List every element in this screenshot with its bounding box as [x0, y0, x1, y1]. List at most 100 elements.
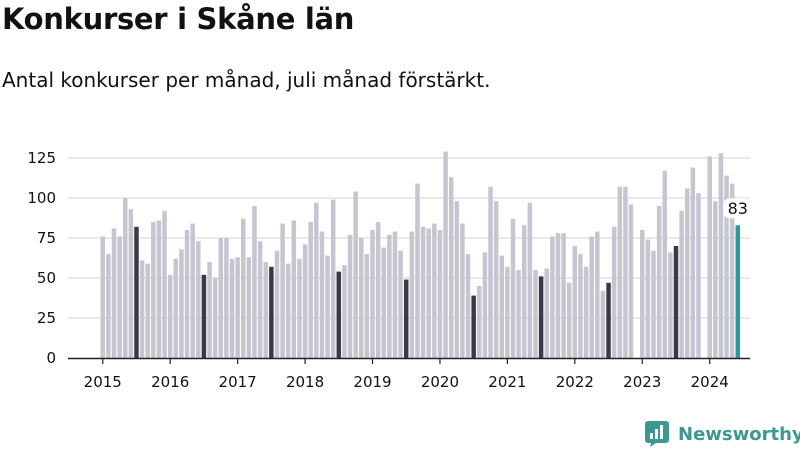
chart-title: Konkurser i Skåne län	[2, 2, 355, 36]
bar	[308, 222, 313, 358]
bar	[269, 266, 274, 358]
bar	[578, 254, 583, 358]
x-tick-label: 2016	[151, 373, 189, 391]
bar	[224, 238, 229, 358]
bar	[235, 257, 240, 358]
bar	[212, 278, 218, 358]
bar	[162, 210, 167, 358]
bar	[443, 151, 448, 358]
bar	[179, 249, 184, 358]
bar	[510, 218, 516, 358]
bar	[595, 231, 600, 358]
bar	[184, 230, 190, 358]
bar	[684, 188, 690, 358]
y-tick-label: 75	[37, 229, 56, 247]
bar	[437, 230, 443, 358]
bar	[561, 233, 566, 358]
bar	[550, 236, 555, 358]
bar	[100, 236, 105, 358]
bar	[330, 199, 336, 358]
y-tick-label: 100	[27, 189, 56, 207]
bars	[100, 151, 741, 358]
bar	[190, 223, 195, 358]
bar	[167, 274, 173, 358]
bar	[718, 153, 724, 358]
bar	[246, 257, 252, 358]
bar	[538, 276, 544, 358]
bar	[415, 183, 420, 358]
bar	[426, 228, 431, 358]
bar	[679, 210, 684, 358]
bar	[448, 177, 454, 358]
bar	[505, 266, 510, 358]
bar	[606, 282, 611, 358]
bar	[117, 236, 122, 358]
bar	[454, 201, 460, 358]
bar	[623, 186, 628, 358]
bar	[729, 183, 735, 358]
bar	[533, 270, 538, 358]
bar	[488, 186, 493, 358]
y-tick-label: 0	[46, 349, 56, 367]
bar	[600, 290, 606, 358]
bar	[392, 231, 398, 358]
bar	[139, 260, 145, 358]
chart-subtitle: Antal konkurser per månad, juli månad fö…	[2, 68, 491, 92]
x-tick-label: 2023	[623, 373, 661, 391]
bar	[493, 201, 499, 358]
bar	[128, 209, 134, 358]
bar	[640, 230, 645, 358]
bar	[285, 263, 291, 358]
bar	[387, 234, 392, 358]
bar	[291, 220, 297, 358]
bar	[617, 186, 623, 358]
bar	[656, 206, 662, 358]
bar	[375, 222, 381, 358]
bar	[465, 254, 471, 358]
bar	[696, 193, 701, 358]
bar	[156, 220, 162, 358]
bar	[111, 228, 117, 358]
bar	[241, 218, 246, 358]
bar	[409, 231, 415, 358]
annotation-background	[723, 198, 752, 219]
bar	[589, 236, 594, 358]
bar	[252, 206, 257, 358]
x-tick-label: 2015	[84, 373, 122, 391]
bar	[297, 258, 302, 358]
latest-value-annotation: 83	[723, 198, 752, 219]
bar	[724, 175, 729, 358]
y-tick-label: 125	[27, 149, 56, 167]
bar	[263, 262, 268, 358]
newsworthy-logo-icon	[645, 421, 669, 447]
bar	[201, 274, 207, 358]
bar	[229, 258, 235, 358]
newsworthy-brand: Newsworthy	[644, 420, 800, 448]
bar	[319, 231, 325, 358]
bar	[370, 230, 375, 358]
bar	[668, 252, 673, 358]
bar	[673, 246, 679, 358]
bar	[342, 265, 347, 358]
bar	[516, 270, 521, 358]
brand-name: Newsworthy	[678, 423, 800, 445]
bar	[145, 263, 150, 358]
bar	[477, 286, 482, 358]
bar	[134, 226, 139, 358]
bar	[218, 238, 224, 358]
bar	[651, 250, 656, 358]
bar	[583, 266, 589, 358]
y-axis-tick-labels: 0 25 50 75 100 125	[27, 149, 56, 367]
bar	[196, 241, 201, 358]
bar	[690, 167, 696, 358]
x-tick-label: 2021	[488, 373, 526, 391]
bar	[106, 254, 111, 358]
latest-value-label: 83	[728, 199, 748, 218]
x-tick-label: 2019	[353, 373, 391, 391]
bar	[522, 225, 527, 358]
bar	[364, 254, 370, 358]
bar	[325, 255, 330, 358]
x-tick-label: 2017	[219, 373, 257, 391]
y-tick-label: 25	[37, 309, 56, 327]
